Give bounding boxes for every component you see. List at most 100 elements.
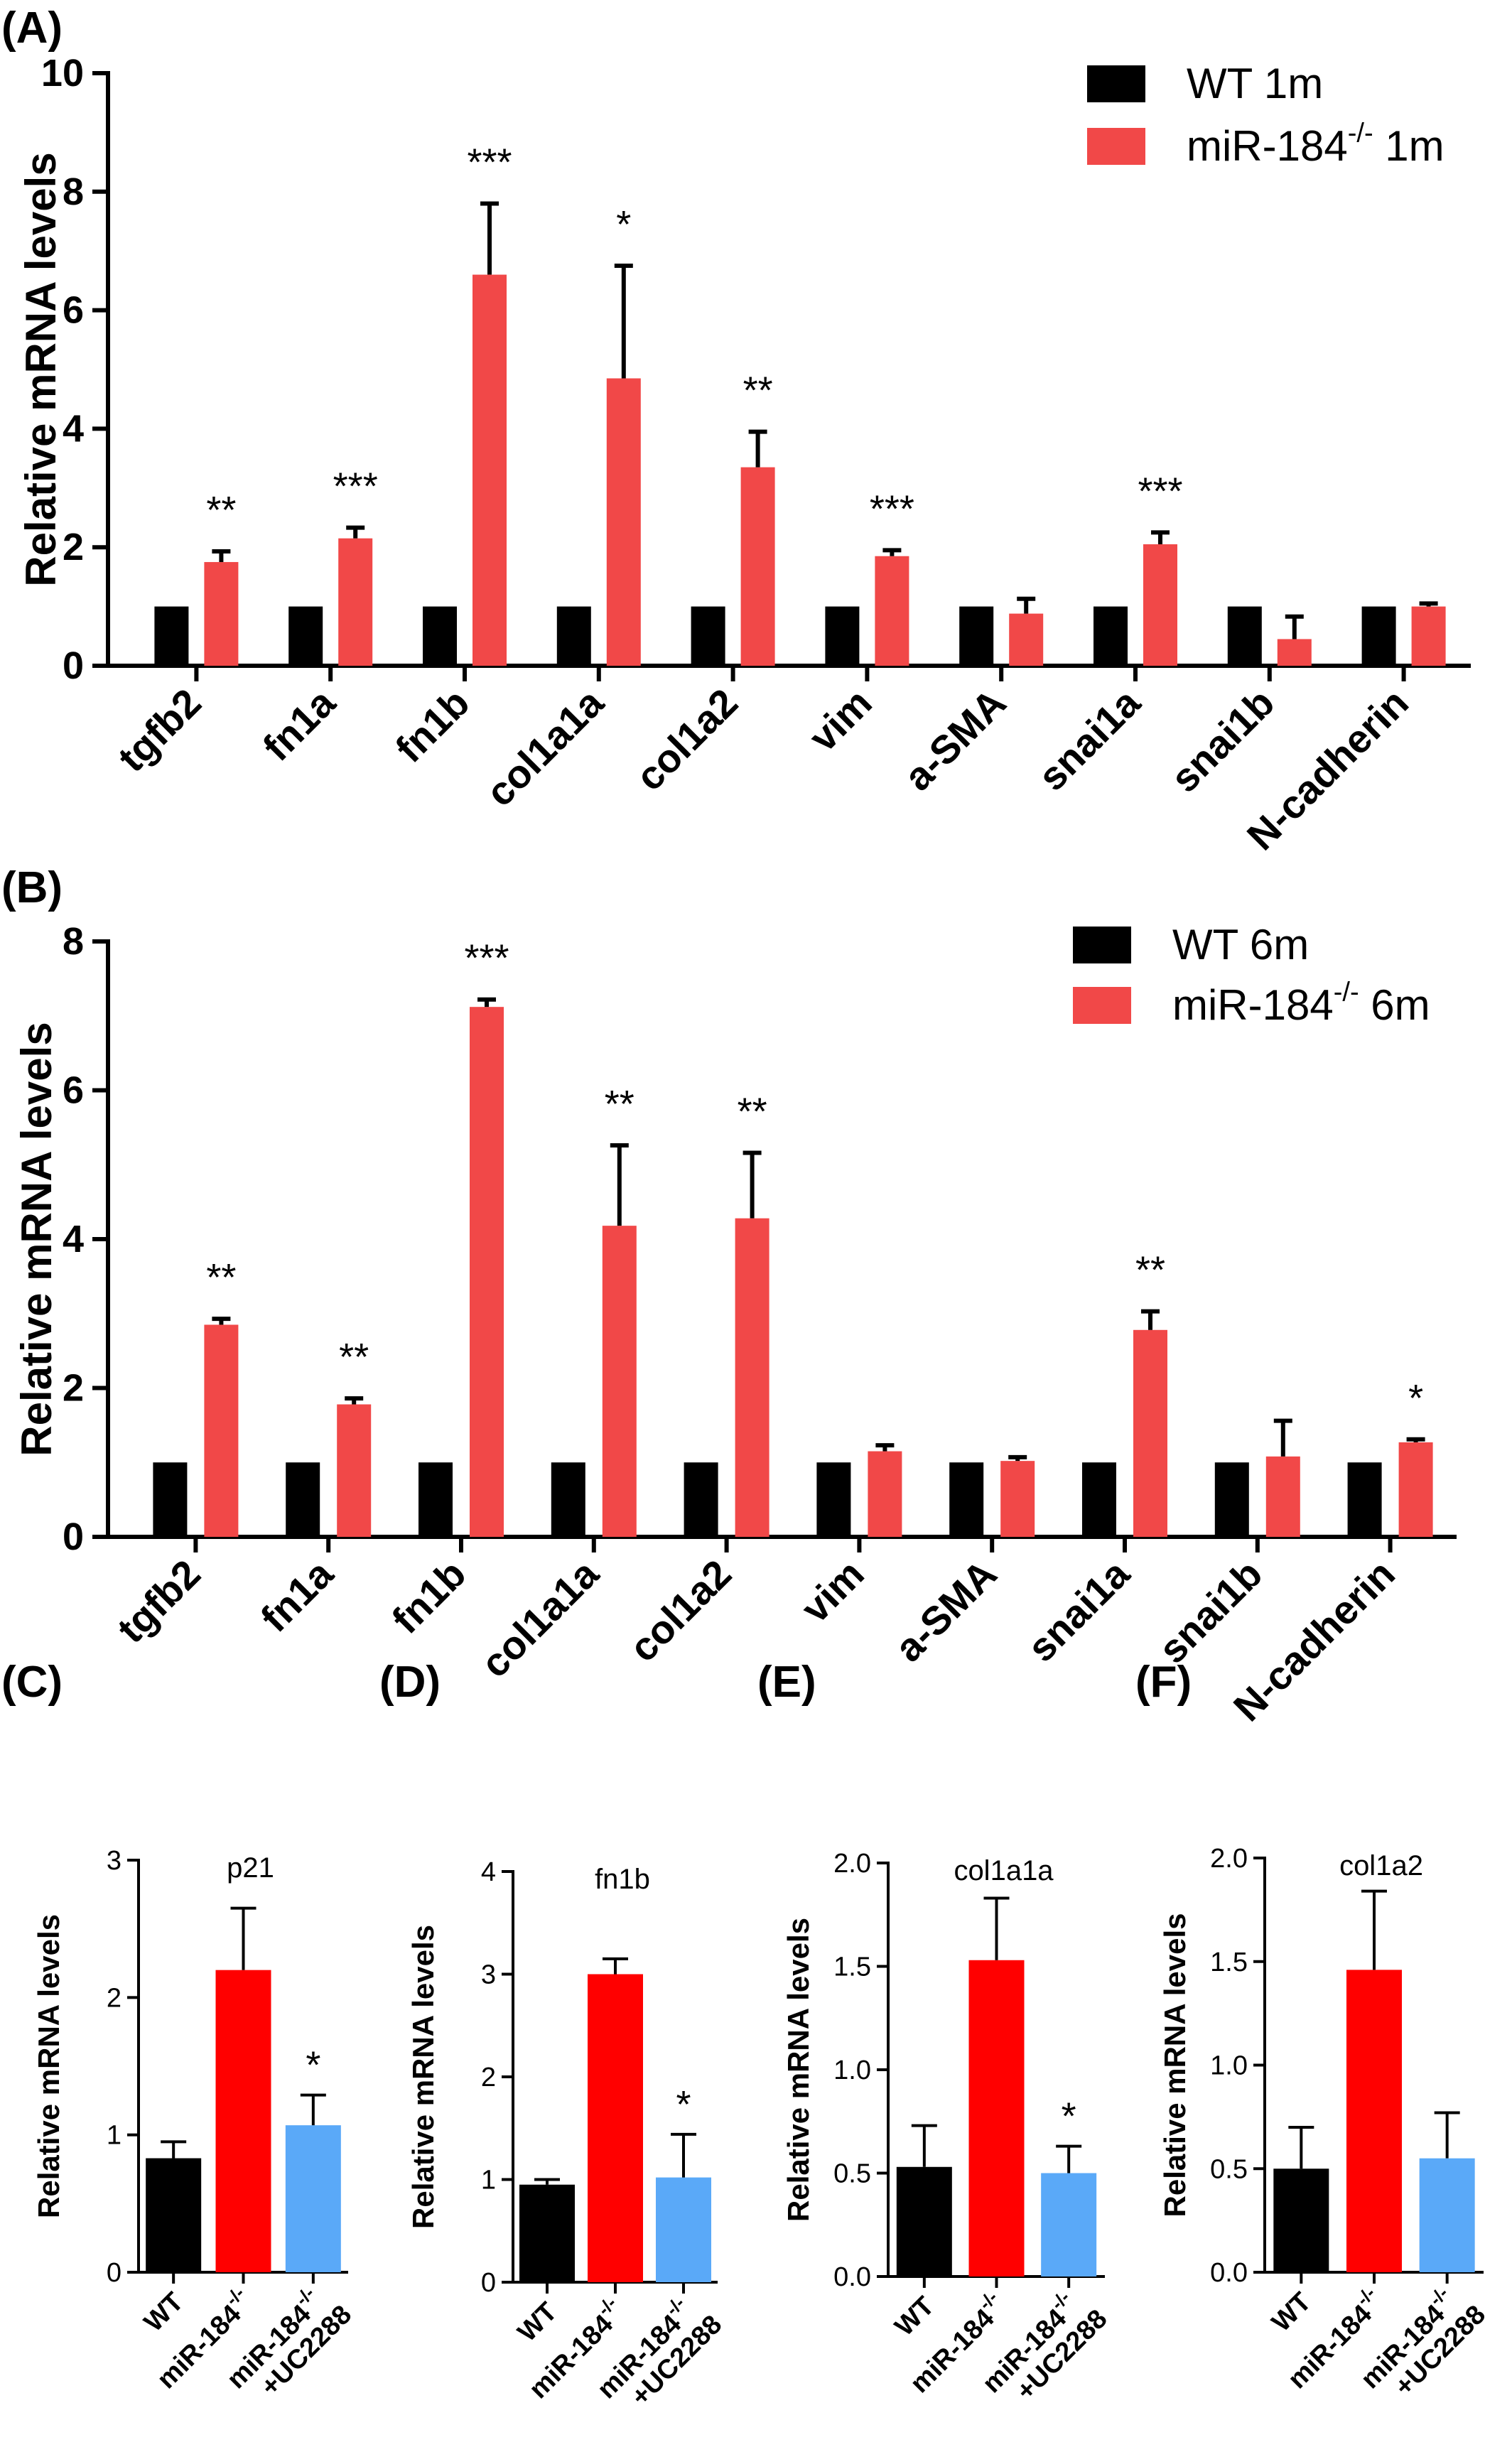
y-tick-label: 2.0 [833,1849,871,1879]
bar [519,2184,575,2282]
bar-wt [1082,1462,1116,1537]
y-tick-label: 1.0 [833,2056,871,2085]
significance-label: ** [206,1256,236,1299]
y-axis-label: Relative mRNA levels [1158,1913,1192,2218]
chart-title: fn1b [595,1864,650,1895]
bar-ko [1000,1461,1035,1537]
significance-label: ** [738,1090,767,1133]
significance-label: * [1408,1377,1423,1420]
significance-label: *** [870,487,914,530]
bar-wt [418,1462,453,1537]
legend-label: WT 1m [1187,60,1323,107]
y-tick-label: 1 [481,2166,496,2196]
bar [588,1974,643,2282]
legend-label: WT 6m [1172,921,1309,968]
significance-label: ** [743,369,773,412]
bar [656,2177,711,2282]
y-axis-label: Relative mRNA levels [13,1022,60,1456]
y-tick-label: 0.0 [833,2262,871,2292]
y-tick-label: 4 [481,1857,496,1887]
bar-ko [1411,606,1446,666]
bar-wt [154,606,189,666]
bar-ko [204,1324,239,1537]
bar-wt [556,606,591,666]
y-tick-label: 0.0 [1210,2258,1248,2288]
bar-wt [825,606,860,666]
y-tick-label: 8 [63,920,84,963]
bar-ko [1277,639,1312,666]
y-tick-label: 8 [63,171,84,213]
bar-wt [959,606,994,666]
legend-swatch [1087,65,1145,102]
legend-label: miR-184-/- 6m [1172,977,1430,1029]
y-tick-label: 0 [481,2268,496,2298]
bar-ko [1143,544,1177,666]
panel-letter: (B) [1,863,63,912]
bar-wt [1227,606,1262,666]
bar-wt [1347,1462,1382,1537]
significance-label: *** [333,465,378,508]
bar-ko [470,1007,504,1537]
legend-swatch [1073,987,1131,1024]
bar [215,1970,271,2272]
y-tick-label: 3 [107,1846,122,1876]
bar-wt [551,1462,585,1537]
bar-wt [423,606,457,666]
significance-label: *** [1138,470,1182,512]
y-axis-label: Relative mRNA levels [17,152,65,586]
y-tick-label: 2 [481,2063,496,2092]
bar-ko [1265,1456,1300,1537]
bar-wt [286,1462,320,1537]
y-tick-label: 0.5 [1210,2154,1248,2184]
panel-letter: (E) [757,1658,816,1707]
y-tick-label: 6 [63,289,84,332]
bar-ko [204,562,239,666]
bar-ko [875,556,909,666]
bar-ko [472,274,507,666]
y-tick-label: 1.0 [1210,2051,1248,2081]
y-tick-label: 0 [107,2258,122,2288]
bar-ko [1133,1329,1167,1537]
bar-ko [606,378,641,666]
y-tick-label: 10 [41,52,84,94]
bar-ko [338,538,373,666]
bar-ko [868,1451,902,1537]
panel-letter: (C) [1,1658,63,1707]
y-tick-label: 1.5 [1210,1948,1248,1977]
bar-wt [1214,1462,1249,1537]
significance-label: ** [605,1083,634,1125]
bar-ko [735,1218,770,1537]
bar-wt [1361,606,1396,666]
bar [1419,2158,1475,2272]
bar-ko [1398,1442,1433,1537]
significance-label: * [306,2044,320,2087]
chart-title: col1a2 [1339,1850,1423,1881]
y-tick-label: 0 [63,644,84,687]
bar [1346,1970,1402,2272]
bar-ko [1009,613,1044,666]
bar [968,1960,1025,2277]
y-tick-label: 1 [107,2121,122,2151]
bar-wt [684,1462,718,1537]
significance-label: ** [206,489,236,531]
y-axis-label: Relative mRNA levels [32,1914,65,2218]
y-tick-label: 1.5 [833,1953,871,1982]
chart-title: p21 [227,1852,274,1884]
significance-label: * [1062,2095,1076,2138]
significance-label: * [676,2083,691,2126]
y-tick-label: 3 [481,1960,496,1990]
bar-wt [691,606,725,666]
y-tick-label: 0 [63,1516,84,1558]
bar-ko [602,1226,637,1537]
significance-label: * [616,203,631,246]
panel-letter: (A) [1,4,63,53]
y-tick-label: 0.5 [833,2159,871,2189]
y-tick-label: 2.0 [1210,1844,1248,1874]
bar [1273,2169,1329,2272]
panel-letter: (F) [1135,1658,1192,1707]
significance-label: *** [464,937,509,980]
bar-wt [288,606,323,666]
y-tick-label: 2 [63,1367,84,1410]
bar-wt [949,1462,984,1537]
y-tick-label: 2 [63,526,84,568]
